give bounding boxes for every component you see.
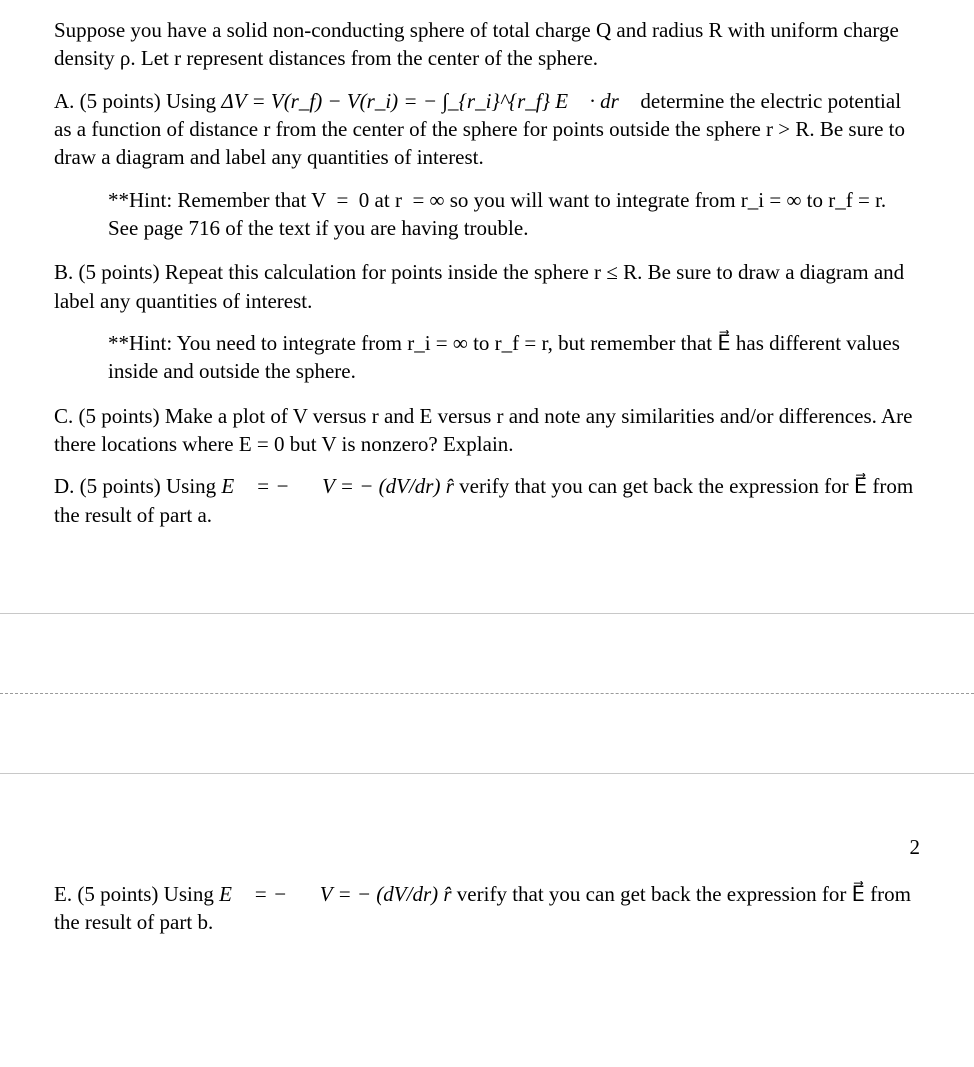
- page-number: 2: [0, 833, 974, 871]
- page-divider-solid-top: [0, 613, 974, 614]
- page-divider-solid-bottom: [0, 773, 974, 774]
- part-e: E. (5 points) Using E⃗ = −∇⃗V = − (dV/dr…: [54, 880, 920, 937]
- part-d-equation: E⃗ = −∇⃗V = − (dV/dr) r̂: [221, 474, 453, 498]
- part-d: D. (5 points) Using E⃗ = −∇⃗V = − (dV/dr…: [54, 472, 920, 529]
- part-a-lead: A. (5 points) Using: [54, 89, 221, 113]
- hint-b: **Hint: You need to integrate from r_i =…: [54, 329, 920, 386]
- part-e-block: E. (5 points) Using E⃗ = −∇⃗V = − (dV/dr…: [0, 872, 974, 991]
- hint-a: **Hint: Remember that V = 0 at r = ∞ so …: [54, 186, 920, 243]
- part-e-lead: E. (5 points) Using: [54, 882, 219, 906]
- intro-paragraph: Suppose you have a solid non-conducting …: [54, 16, 920, 73]
- part-c: C. (5 points) Make a plot of V versus r …: [54, 402, 920, 459]
- page: { "intro": "Suppose you have a solid non…: [0, 0, 974, 990]
- part-a: A. (5 points) Using ΔV = V(r_f) − V(r_i)…: [54, 87, 920, 172]
- content-block: Suppose you have a solid non-conducting …: [0, 0, 974, 563]
- part-b: B. (5 points) Repeat this calculation fo…: [54, 258, 920, 315]
- part-a-equation: ΔV = V(r_f) − V(r_i) = − ∫_{r_i}^{r_f} E…: [221, 89, 640, 113]
- part-e-equation: E⃗ = −∇⃗V = − (dV/dr) r̂: [219, 882, 451, 906]
- part-d-lead: D. (5 points) Using: [54, 474, 221, 498]
- page-divider-dashed: [0, 693, 974, 694]
- page-break-region: [0, 563, 974, 833]
